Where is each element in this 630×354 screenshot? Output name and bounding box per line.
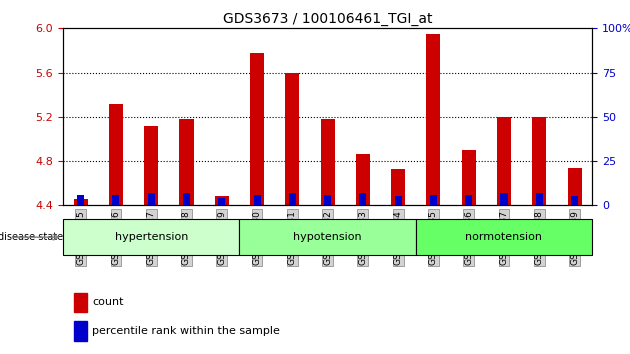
Bar: [536, 193, 543, 205]
Bar: [462, 150, 476, 205]
Bar: [77, 195, 84, 205]
Bar: [394, 196, 402, 205]
Bar: [183, 193, 190, 205]
Bar: [218, 198, 226, 205]
Bar: [180, 119, 193, 205]
Bar: [289, 193, 296, 205]
Bar: [465, 195, 472, 205]
Bar: [74, 199, 88, 205]
Bar: [147, 193, 155, 205]
Bar: [215, 196, 229, 205]
Title: GDS3673 / 100106461_TGI_at: GDS3673 / 100106461_TGI_at: [223, 12, 432, 26]
Text: disease state: disease state: [0, 232, 63, 242]
Bar: [571, 196, 578, 205]
Bar: [74, 293, 87, 312]
FancyBboxPatch shape: [239, 219, 416, 255]
Text: percentile rank within the sample: percentile rank within the sample: [92, 326, 280, 336]
Bar: [250, 53, 264, 205]
Bar: [359, 193, 367, 205]
Bar: [321, 119, 335, 205]
FancyBboxPatch shape: [416, 219, 592, 255]
Bar: [356, 154, 370, 205]
FancyBboxPatch shape: [63, 219, 239, 255]
Bar: [391, 169, 405, 205]
Bar: [253, 195, 261, 205]
Bar: [532, 117, 546, 205]
Bar: [430, 195, 437, 205]
Bar: [497, 117, 511, 205]
Bar: [112, 195, 120, 205]
Bar: [324, 195, 331, 205]
Text: count: count: [92, 297, 123, 307]
Bar: [285, 73, 299, 205]
Bar: [74, 321, 87, 341]
Text: hypertension: hypertension: [115, 232, 188, 242]
Bar: [500, 193, 508, 205]
Text: hypotension: hypotension: [294, 232, 362, 242]
Bar: [568, 168, 581, 205]
Bar: [109, 104, 123, 205]
Text: normotension: normotension: [466, 232, 542, 242]
Bar: [427, 34, 440, 205]
Bar: [144, 126, 158, 205]
